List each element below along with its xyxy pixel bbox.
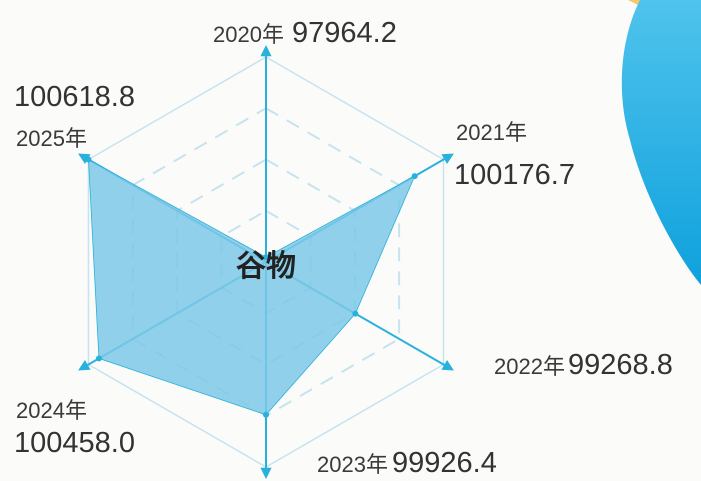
radar-area xyxy=(85,156,418,418)
data-label: 100458.0 xyxy=(14,427,135,459)
axis-label-year: 2021年 xyxy=(456,120,527,145)
axis-arrow xyxy=(441,153,454,164)
axis-arrow xyxy=(78,360,91,371)
data-point xyxy=(352,310,359,317)
blue-blob xyxy=(621,0,701,285)
axis-arrow xyxy=(260,467,272,479)
axis-label-year: 2023年 xyxy=(317,452,388,477)
data-label: 100176.7 xyxy=(454,159,575,191)
data-label: 97964.2 xyxy=(292,17,397,49)
data-point xyxy=(85,156,92,163)
data-label: 99268.8 xyxy=(568,349,673,381)
axis-arrow xyxy=(441,360,454,371)
data-point xyxy=(95,355,102,362)
axis-arrow xyxy=(260,45,272,57)
data-point xyxy=(263,254,269,261)
axis-arrow xyxy=(78,153,91,164)
axis-label-year: 2025年 xyxy=(16,126,87,151)
axis-label-year: 2022年 xyxy=(494,354,565,379)
data-label: 100618.8 xyxy=(14,81,135,113)
center-label: 谷物 xyxy=(236,250,296,283)
decorative-background xyxy=(621,0,701,285)
axis-label-year: 2020年 xyxy=(213,22,284,47)
data-point xyxy=(411,173,418,180)
axis-label-year: 2024年 xyxy=(16,398,87,423)
data-label: 99926.4 xyxy=(392,447,497,479)
data-area xyxy=(88,158,416,416)
radar-labels: 2020年 97964.2 2021年 100176.7 2022年 99268.8 202… xyxy=(14,17,673,479)
data-point xyxy=(263,411,269,418)
